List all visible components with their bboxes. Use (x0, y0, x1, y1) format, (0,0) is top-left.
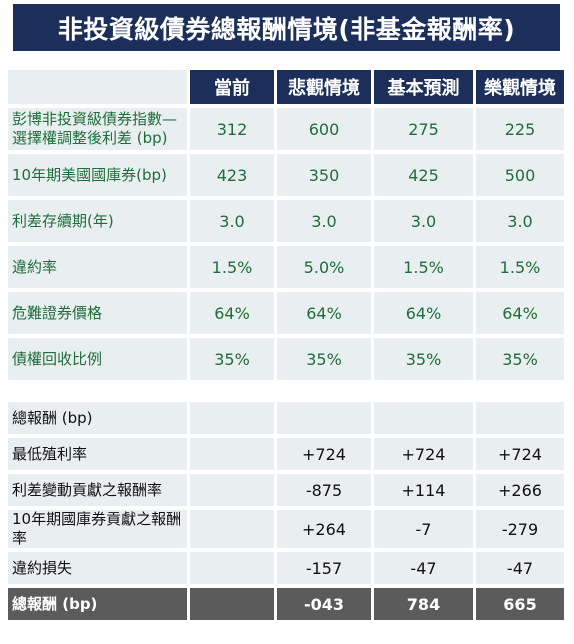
header-row: 當前 悲觀情境 基本預測 樂觀情境 (8, 70, 564, 104)
column-header-optimistic: 樂觀情境 (476, 70, 564, 104)
cell-value: 64% (476, 292, 564, 334)
empty-cell (374, 402, 473, 434)
cell-value: 35% (277, 338, 371, 380)
assumption-row-distressed-price: 危難證券價格 64% 64% 64% 64% (8, 292, 564, 334)
cell-value: 312 (190, 108, 274, 150)
total-return-row: 總報酬 (bp) -043 784 665 (8, 588, 564, 620)
cell-value: 275 (374, 108, 473, 150)
cell-value: 600 (277, 108, 371, 150)
return-row-yield-to-worst: 最低殖利率 +724 +724 +724 (8, 438, 564, 470)
row-label: 10年期國庫券貢獻之報酬率 (8, 510, 187, 548)
return-row-spread-change: 利差變動貢獻之報酬率 -875 +114 +266 (8, 474, 564, 506)
cell-value (190, 588, 274, 620)
cell-value: 350 (277, 154, 371, 196)
spacer-cell (374, 384, 473, 398)
cell-value: 35% (476, 338, 564, 380)
cell-value: 64% (190, 292, 274, 334)
cell-value (190, 438, 274, 470)
row-label: 利差存續期(年) (8, 200, 187, 242)
section-header: 總報酬 (bp) (8, 402, 187, 434)
cell-value: -043 (277, 588, 371, 620)
assumption-row-recovery-rate: 債權回收比例 35% 35% 35% 35% (8, 338, 564, 380)
cell-value: +724 (277, 438, 371, 470)
column-header-pessimistic: 悲觀情境 (277, 70, 371, 104)
spacer-cell (190, 384, 274, 398)
cell-value: 1.5% (374, 246, 473, 288)
cell-value: +114 (374, 474, 473, 506)
spacer-row (8, 384, 564, 398)
spacer-cell (277, 384, 371, 398)
assumption-row-spread-duration: 利差存續期(年) 3.0 3.0 3.0 3.0 (8, 200, 564, 242)
spacer-cell (8, 384, 187, 398)
cell-value (190, 510, 274, 548)
cell-value: 225 (476, 108, 564, 150)
cell-value: 1.5% (476, 246, 564, 288)
row-label: 債權回收比例 (8, 338, 187, 380)
return-row-default-loss: 違約損失 -157 -47 -47 (8, 552, 564, 584)
cell-value: -47 (374, 552, 473, 584)
header-blank-cell (8, 70, 187, 104)
cell-value: +266 (476, 474, 564, 506)
cell-value: 35% (374, 338, 473, 380)
cell-value: -157 (277, 552, 371, 584)
cell-value: 423 (190, 154, 274, 196)
cell-value (190, 552, 274, 584)
cell-value: 784 (374, 588, 473, 620)
cell-value: 665 (476, 588, 564, 620)
cell-value: 425 (374, 154, 473, 196)
cell-value: 5.0% (277, 246, 371, 288)
cell-value: 64% (277, 292, 371, 334)
cell-value: -279 (476, 510, 564, 548)
cell-value: 500 (476, 154, 564, 196)
assumption-row-default-rate: 違約率 1.5% 5.0% 1.5% 1.5% (8, 246, 564, 288)
cell-value: +724 (476, 438, 564, 470)
column-header-base: 基本預測 (374, 70, 473, 104)
row-label: 危難證券價格 (8, 292, 187, 334)
cell-value: 3.0 (277, 200, 371, 242)
cell-value: -875 (277, 474, 371, 506)
page-title: 非投資級債券總報酬情境(非基金報酬率) (13, 4, 560, 51)
empty-cell (277, 402, 371, 434)
cell-value: 3.0 (476, 200, 564, 242)
returns-header-row: 總報酬 (bp) (8, 402, 564, 434)
cell-value: -47 (476, 552, 564, 584)
empty-cell (476, 402, 564, 434)
row-label: 10年期美國國庫券(bp) (8, 154, 187, 196)
cell-value (190, 474, 274, 506)
cell-value: 3.0 (190, 200, 274, 242)
row-label: 違約率 (8, 246, 187, 288)
assumption-row-treasury: 10年期美國國庫券(bp) 423 350 425 500 (8, 154, 564, 196)
row-label: 違約損失 (8, 552, 187, 584)
row-label: 彭博非投資級債券指數—選擇權調整後利差 (bp) (8, 108, 187, 150)
cell-value: 3.0 (374, 200, 473, 242)
cell-value: -7 (374, 510, 473, 548)
cell-value: 35% (190, 338, 274, 380)
spacer-cell (476, 384, 564, 398)
empty-cell (190, 402, 274, 434)
scenario-table: 當前 悲觀情境 基本預測 樂觀情境 彭博非投資級債券指數—選擇權調整後利差 (b… (5, 66, 567, 624)
row-label: 總報酬 (bp) (8, 588, 187, 620)
row-label: 最低殖利率 (8, 438, 187, 470)
cell-value: 1.5% (190, 246, 274, 288)
cell-value: +264 (277, 510, 371, 548)
cell-value: 64% (374, 292, 473, 334)
assumption-row-oas: 彭博非投資級債券指數—選擇權調整後利差 (bp) 312 600 275 225 (8, 108, 564, 150)
cell-value: +724 (374, 438, 473, 470)
row-label: 利差變動貢獻之報酬率 (8, 474, 187, 506)
column-header-current: 當前 (190, 70, 274, 104)
return-row-treasury-contribution: 10年期國庫券貢獻之報酬率 +264 -7 -279 (8, 510, 564, 548)
